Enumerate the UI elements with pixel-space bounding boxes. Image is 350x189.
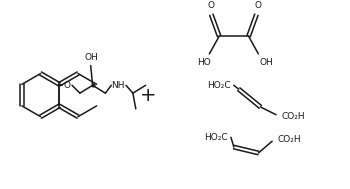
Text: HO₂C: HO₂C: [204, 133, 228, 142]
Text: O: O: [208, 1, 215, 10]
Text: OH: OH: [85, 53, 99, 62]
Text: HO₂C: HO₂C: [208, 81, 231, 90]
Text: +: +: [140, 86, 157, 105]
Text: CO₂H: CO₂H: [282, 112, 306, 121]
Text: CO₂H: CO₂H: [278, 135, 302, 144]
Text: O: O: [64, 81, 71, 90]
Text: HO: HO: [197, 58, 211, 67]
Text: NH: NH: [111, 81, 125, 90]
Text: OH: OH: [259, 58, 273, 67]
Text: O: O: [255, 1, 262, 10]
